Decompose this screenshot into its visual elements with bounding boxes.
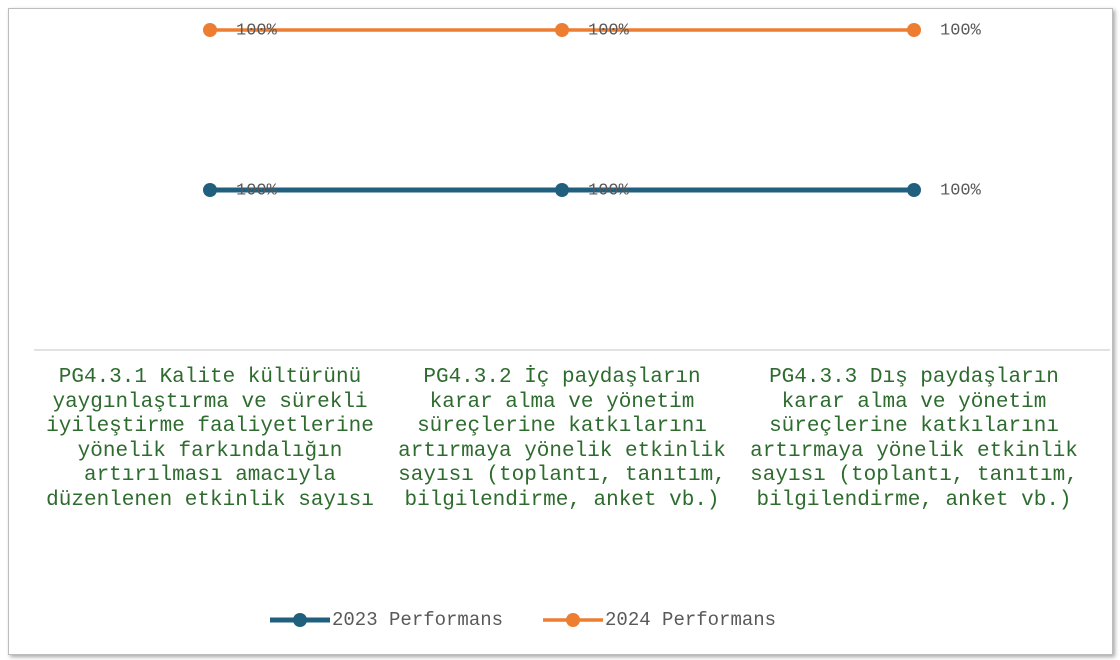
data-label: 100% <box>588 181 630 200</box>
legend-label: 2024 Performans <box>605 609 776 631</box>
data-label: 100% <box>236 21 278 40</box>
marker <box>907 183 921 197</box>
marker <box>555 183 569 197</box>
x-tick-label: PG4.3.3 Dış paydaşların karar alma ve yö… <box>750 366 1078 512</box>
marker <box>203 183 217 197</box>
marker <box>203 23 217 37</box>
legend-label: 2023 Performans <box>332 609 503 631</box>
legend-marker <box>293 613 307 627</box>
data-label: 100% <box>588 21 630 40</box>
data-label: 100% <box>940 21 982 40</box>
chart-frame <box>8 8 1113 655</box>
data-label: 100% <box>236 181 278 200</box>
data-label: 100% <box>940 181 982 200</box>
x-tick-label: PG4.3.2 İç paydaşların karar alma ve yön… <box>398 366 726 512</box>
marker <box>907 23 921 37</box>
x-tick-label: PG4.3.1 Kalite kültürünü yaygınlaştırma … <box>46 366 374 512</box>
marker <box>555 23 569 37</box>
legend-marker <box>566 613 581 627</box>
